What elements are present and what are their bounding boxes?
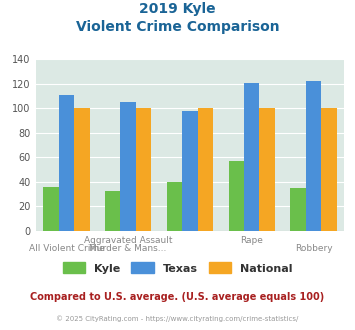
Text: Violent Crime Comparison: Violent Crime Comparison (76, 20, 279, 34)
Bar (198, 109, 213, 231)
Bar (120, 102, 136, 231)
Bar (321, 109, 337, 231)
Bar (74, 109, 89, 231)
Text: All Violent Crime: All Violent Crime (28, 244, 104, 253)
Bar (182, 111, 198, 231)
Bar (306, 82, 321, 231)
Bar (260, 109, 275, 231)
Bar (105, 190, 120, 231)
Text: © 2025 CityRating.com - https://www.cityrating.com/crime-statistics/: © 2025 CityRating.com - https://www.city… (56, 315, 299, 322)
Legend: Kyle, Texas, National: Kyle, Texas, National (59, 258, 296, 278)
Text: Robbery: Robbery (295, 244, 332, 253)
Text: Rape: Rape (240, 236, 263, 245)
Text: Aggravated Assault: Aggravated Assault (84, 236, 173, 245)
Bar (229, 161, 244, 231)
Bar (43, 187, 59, 231)
Bar (167, 182, 182, 231)
Bar (290, 188, 306, 231)
Text: Murder & Mans...: Murder & Mans... (89, 244, 167, 253)
Text: 2019 Kyle: 2019 Kyle (139, 2, 216, 16)
Text: Compared to U.S. average. (U.S. average equals 100): Compared to U.S. average. (U.S. average … (31, 292, 324, 302)
Bar (136, 109, 151, 231)
Bar (244, 83, 260, 231)
Bar (59, 95, 74, 231)
